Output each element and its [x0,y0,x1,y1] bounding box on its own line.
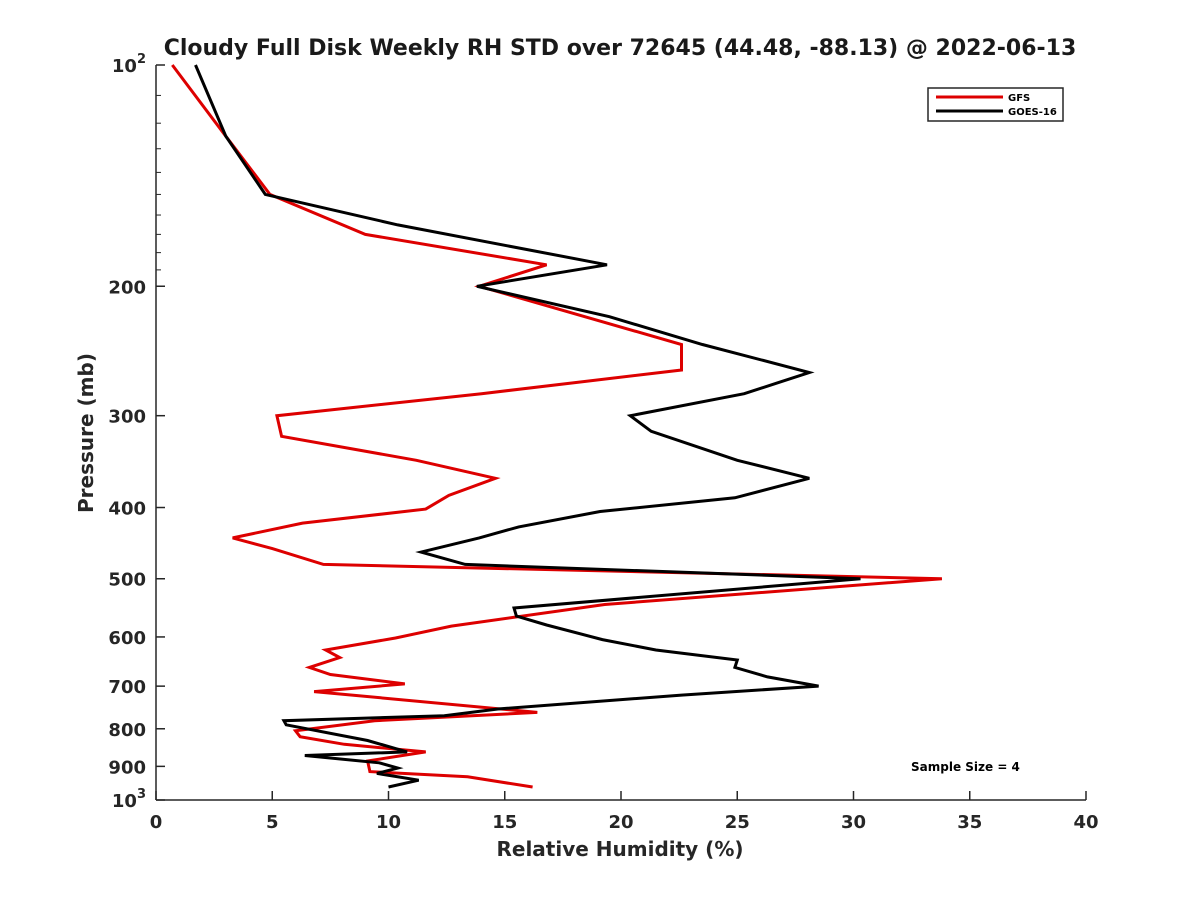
sample-size-annotation: Sample Size = 4 [911,760,1020,774]
series-line-gfs [171,64,943,789]
x-tick-label: 5 [266,812,279,833]
y-tick-label: 400 [108,499,146,520]
y-axis-label: Pressure (mb) [74,353,98,513]
legend-box [927,87,1064,122]
x-tick-label: 25 [725,812,750,833]
x-axis-label: Relative Humidity (%) [496,837,743,861]
y-tick-label: 103 [112,787,146,812]
y-tick-label: 600 [108,628,146,649]
x-tick-label: 0 [150,812,163,833]
legend-label: GOES-16 [1008,107,1057,118]
x-tick-label: 10 [376,812,401,833]
x-tick-label: 20 [608,812,633,833]
y-tick-label: 500 [108,570,146,591]
x-tick-label: 15 [492,812,517,833]
plot-area: 0 5 10 15 20 25 30 35 40 102 200 300 400 500 600 700 800… [108,52,1098,833]
y-tick-label: 800 [108,720,146,741]
x-tick-label: 35 [957,812,982,833]
y-tick-label: 700 [108,677,146,698]
legend: GFS GOES-16 [927,87,1064,122]
x-tick-label: 30 [841,812,866,833]
x-tick-label: 40 [1073,812,1098,833]
y-tick-label: 102 [112,52,146,77]
chart-title: Cloudy Full Disk Weekly RH STD over 7264… [164,36,1077,61]
y-tick-label: 300 [108,407,146,428]
series-line-goes-16 [194,64,861,789]
legend-label: GFS [1008,93,1030,104]
y-tick-label: 200 [108,277,146,298]
y-tick-label: 900 [108,757,146,778]
